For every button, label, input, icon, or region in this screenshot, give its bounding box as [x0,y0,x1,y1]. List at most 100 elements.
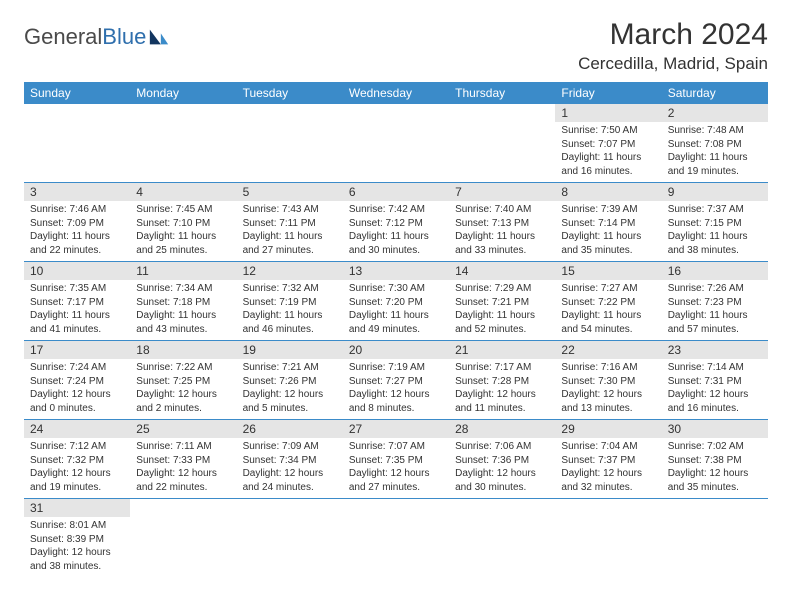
day-number: 9 [662,183,768,201]
day-details: Sunrise: 7:46 AMSunset: 7:09 PMDaylight:… [24,201,130,261]
day-detail-line: Sunset: 7:11 PM [243,217,337,231]
month-title: March 2024 [578,18,768,52]
day-detail-line: Sunset: 7:13 PM [455,217,549,231]
day-number: 17 [24,341,130,359]
calendar-cell: 25Sunrise: 7:11 AMSunset: 7:33 PMDayligh… [130,420,236,499]
weekday-header: Monday [130,82,236,104]
day-details: Sunrise: 7:34 AMSunset: 7:18 PMDaylight:… [130,280,236,340]
day-number: 18 [130,341,236,359]
calendar-cell [237,499,343,578]
day-detail-line: Daylight: 11 hours [349,309,443,323]
day-detail-line: Sunrise: 7:37 AM [668,203,762,217]
day-detail-line: and 0 minutes. [30,402,124,416]
day-number: 1 [555,104,661,122]
day-number: 23 [662,341,768,359]
calendar-cell [662,499,768,578]
day-details: Sunrise: 7:30 AMSunset: 7:20 PMDaylight:… [343,280,449,340]
day-detail-line: Daylight: 12 hours [30,388,124,402]
day-detail-line: Daylight: 12 hours [349,467,443,481]
weekday-header: Friday [555,82,661,104]
day-detail-line: Daylight: 11 hours [243,230,337,244]
day-number: 2 [662,104,768,122]
day-detail-line: Sunrise: 7:42 AM [349,203,443,217]
day-number: 15 [555,262,661,280]
day-details: Sunrise: 8:01 AMSunset: 8:39 PMDaylight:… [24,517,130,577]
day-detail-line: Sunset: 7:17 PM [30,296,124,310]
day-detail-line: Daylight: 11 hours [455,309,549,323]
day-detail-line: Sunset: 7:32 PM [30,454,124,468]
day-detail-line: and 52 minutes. [455,323,549,337]
day-detail-line: Sunrise: 7:27 AM [561,282,655,296]
day-detail-line: and 32 minutes. [561,481,655,495]
day-number: 29 [555,420,661,438]
day-detail-line: Daylight: 12 hours [136,467,230,481]
logo: GeneralBlue [24,18,170,50]
day-detail-line: Sunset: 7:38 PM [668,454,762,468]
day-detail-line: Daylight: 12 hours [349,388,443,402]
day-number: 21 [449,341,555,359]
calendar-cell [24,104,130,183]
day-number: 25 [130,420,236,438]
day-detail-line: Sunrise: 7:29 AM [455,282,549,296]
calendar-week-row: 31Sunrise: 8:01 AMSunset: 8:39 PMDayligh… [24,499,768,578]
day-details: Sunrise: 7:16 AMSunset: 7:30 PMDaylight:… [555,359,661,419]
day-detail-line: Sunset: 7:19 PM [243,296,337,310]
day-number: 14 [449,262,555,280]
calendar-cell: 22Sunrise: 7:16 AMSunset: 7:30 PMDayligh… [555,341,661,420]
day-detail-line: Sunrise: 7:12 AM [30,440,124,454]
day-detail-line: Sunset: 7:22 PM [561,296,655,310]
day-number: 6 [343,183,449,201]
day-detail-line: Daylight: 11 hours [668,151,762,165]
day-number: 11 [130,262,236,280]
calendar-cell: 4Sunrise: 7:45 AMSunset: 7:10 PMDaylight… [130,183,236,262]
day-details: Sunrise: 7:40 AMSunset: 7:13 PMDaylight:… [449,201,555,261]
calendar-cell: 12Sunrise: 7:32 AMSunset: 7:19 PMDayligh… [237,262,343,341]
calendar-cell: 11Sunrise: 7:34 AMSunset: 7:18 PMDayligh… [130,262,236,341]
day-detail-line: Daylight: 11 hours [561,230,655,244]
day-detail-line: Sunset: 7:12 PM [349,217,443,231]
calendar-cell: 13Sunrise: 7:30 AMSunset: 7:20 PMDayligh… [343,262,449,341]
weekday-header: Saturday [662,82,768,104]
day-detail-line: Daylight: 12 hours [668,388,762,402]
day-detail-line: and 54 minutes. [561,323,655,337]
day-detail-line: and 16 minutes. [668,402,762,416]
calendar-cell: 28Sunrise: 7:06 AMSunset: 7:36 PMDayligh… [449,420,555,499]
day-detail-line: and 49 minutes. [349,323,443,337]
day-detail-line: Sunrise: 7:11 AM [136,440,230,454]
day-detail-line: and 35 minutes. [561,244,655,258]
day-detail-line: and 19 minutes. [30,481,124,495]
calendar-cell [237,104,343,183]
day-details: Sunrise: 7:06 AMSunset: 7:36 PMDaylight:… [449,438,555,498]
day-details: Sunrise: 7:37 AMSunset: 7:15 PMDaylight:… [662,201,768,261]
calendar-cell: 10Sunrise: 7:35 AMSunset: 7:17 PMDayligh… [24,262,130,341]
day-detail-line: and 27 minutes. [243,244,337,258]
day-detail-line: Daylight: 12 hours [136,388,230,402]
location: Cercedilla, Madrid, Spain [578,54,768,74]
day-detail-line: Sunrise: 7:09 AM [243,440,337,454]
day-detail-line: Sunrise: 7:06 AM [455,440,549,454]
calendar-cell: 8Sunrise: 7:39 AMSunset: 7:14 PMDaylight… [555,183,661,262]
day-details: Sunrise: 7:27 AMSunset: 7:22 PMDaylight:… [555,280,661,340]
day-details: Sunrise: 7:02 AMSunset: 7:38 PMDaylight:… [662,438,768,498]
weekday-header: Thursday [449,82,555,104]
day-number: 13 [343,262,449,280]
day-number: 20 [343,341,449,359]
calendar-body: 1Sunrise: 7:50 AMSunset: 7:07 PMDaylight… [24,104,768,577]
day-details: Sunrise: 7:42 AMSunset: 7:12 PMDaylight:… [343,201,449,261]
calendar-cell [449,499,555,578]
day-detail-line: Daylight: 12 hours [455,388,549,402]
day-details: Sunrise: 7:24 AMSunset: 7:24 PMDaylight:… [24,359,130,419]
day-details: Sunrise: 7:17 AMSunset: 7:28 PMDaylight:… [449,359,555,419]
calendar-cell: 16Sunrise: 7:26 AMSunset: 7:23 PMDayligh… [662,262,768,341]
day-detail-line: and 8 minutes. [349,402,443,416]
day-detail-line: Sunrise: 7:19 AM [349,361,443,375]
day-number: 19 [237,341,343,359]
day-detail-line: and 30 minutes. [455,481,549,495]
calendar-cell [130,104,236,183]
logo-text-general: General [24,24,102,50]
day-details: Sunrise: 7:43 AMSunset: 7:11 PMDaylight:… [237,201,343,261]
day-detail-line: Sunset: 7:27 PM [349,375,443,389]
calendar-week-row: 1Sunrise: 7:50 AMSunset: 7:07 PMDaylight… [24,104,768,183]
calendar-cell: 5Sunrise: 7:43 AMSunset: 7:11 PMDaylight… [237,183,343,262]
day-detail-line: and 13 minutes. [561,402,655,416]
